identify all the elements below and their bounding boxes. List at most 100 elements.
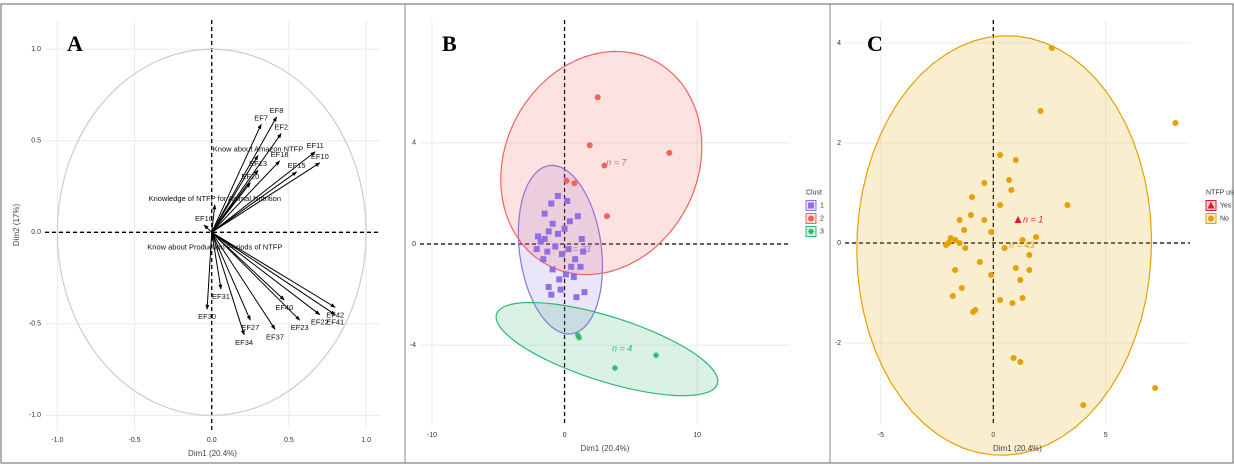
point xyxy=(962,245,969,251)
point xyxy=(566,218,573,225)
point xyxy=(956,217,963,223)
point xyxy=(574,213,581,220)
point xyxy=(961,227,968,233)
arrow xyxy=(211,171,298,233)
point xyxy=(565,246,572,253)
arrow xyxy=(211,232,245,336)
point xyxy=(1019,237,1026,243)
variable-label: EF15 xyxy=(288,161,306,170)
point xyxy=(1037,108,1044,114)
point xyxy=(564,197,571,204)
x-tick-label: -10 xyxy=(427,432,437,439)
point xyxy=(603,213,610,220)
arrow xyxy=(211,231,285,301)
panel: -1.0 -0.5 0.0 0.5 1.0 -1.0 -0.5 0.0 0.5 1.0 EF8EF7… xyxy=(12,20,380,458)
point xyxy=(545,284,552,291)
variable-label: EF11 xyxy=(306,141,323,150)
y-tick-label: 0.0 xyxy=(31,229,41,236)
legend-label: Yes xyxy=(1220,202,1232,209)
point xyxy=(1014,216,1022,223)
point xyxy=(557,286,564,293)
point xyxy=(997,202,1004,208)
y-tick-label: 0 xyxy=(412,241,416,248)
point xyxy=(952,237,959,243)
x-tick-label: -1.0 xyxy=(51,437,63,444)
point xyxy=(1019,295,1026,301)
y-tick-label: 4 xyxy=(412,140,416,147)
group-label: n = 7 xyxy=(606,157,627,167)
point xyxy=(967,212,974,218)
arrow xyxy=(211,160,281,233)
point xyxy=(988,229,995,235)
arrow xyxy=(211,116,278,233)
point xyxy=(601,162,608,169)
variable-label: EF2 xyxy=(274,122,288,131)
point xyxy=(586,142,593,149)
panel-letter: A xyxy=(67,31,83,56)
y-tick-label: -4 xyxy=(410,342,416,349)
arrow xyxy=(211,232,251,321)
variable-label: Know about Production Periods of NTFP xyxy=(147,243,282,252)
legend-marker xyxy=(1208,215,1214,222)
variable-label: EF23 xyxy=(291,323,309,332)
point xyxy=(580,248,587,255)
point xyxy=(1012,157,1019,163)
y-tick-label: 0.5 xyxy=(31,138,41,145)
legend-marker xyxy=(808,228,814,235)
group-label: n = 33 xyxy=(565,244,590,254)
group-label: n = 4 xyxy=(612,343,632,353)
point xyxy=(1009,300,1016,306)
arrow xyxy=(211,231,301,321)
x-tick-label: 0.5 xyxy=(284,437,294,444)
point xyxy=(653,352,660,359)
arrow xyxy=(203,224,213,233)
point xyxy=(552,243,559,250)
group-label: n = 1 xyxy=(1023,214,1043,224)
panel-letter: B xyxy=(442,31,457,56)
point xyxy=(540,256,547,263)
arrow xyxy=(211,204,217,233)
point xyxy=(1080,402,1087,408)
point xyxy=(981,217,988,223)
y-tick-label: 4 xyxy=(837,40,841,47)
legend-label: 3 xyxy=(820,228,824,235)
x-axis-title: Dim1 (20.4%) xyxy=(993,444,1042,453)
point xyxy=(968,194,975,200)
point xyxy=(958,285,965,291)
x-tick-label: 0 xyxy=(991,432,995,439)
variable-label: EF7 xyxy=(254,113,268,122)
point xyxy=(554,230,561,237)
point xyxy=(943,242,950,248)
point xyxy=(576,334,583,341)
arrow xyxy=(211,232,223,290)
panel: -10 0 10 -4 0 4 n = 33 n = 7 n = 4 Clust 1 2 3 B Dim1 … xyxy=(410,20,824,453)
point xyxy=(947,235,954,241)
x-tick-label: 5 xyxy=(1104,432,1108,439)
point xyxy=(562,271,569,278)
arrow xyxy=(205,232,213,310)
panel-letter: C xyxy=(867,31,883,56)
y-tick-label: -1.0 xyxy=(29,412,41,419)
confidence-ellipse xyxy=(500,50,703,276)
point xyxy=(1026,267,1033,273)
legend-marker xyxy=(808,215,814,222)
point xyxy=(572,256,579,263)
point xyxy=(988,272,995,278)
y-tick-label: 2 xyxy=(837,140,841,147)
point xyxy=(976,259,983,265)
y-tick-label: 0 xyxy=(837,240,841,247)
legend-marker xyxy=(1207,201,1215,209)
confidence-ellipse xyxy=(495,301,719,397)
point xyxy=(611,365,618,372)
point xyxy=(568,263,575,270)
variable-label: EF20 xyxy=(241,172,259,181)
point xyxy=(1152,385,1159,391)
point xyxy=(1064,202,1071,208)
variable-label: EF34 xyxy=(235,338,253,347)
legend-title: Clust xyxy=(806,189,822,196)
variable-label: Know about Amazon NTFP xyxy=(213,144,303,153)
point xyxy=(578,235,585,242)
point xyxy=(563,177,570,184)
